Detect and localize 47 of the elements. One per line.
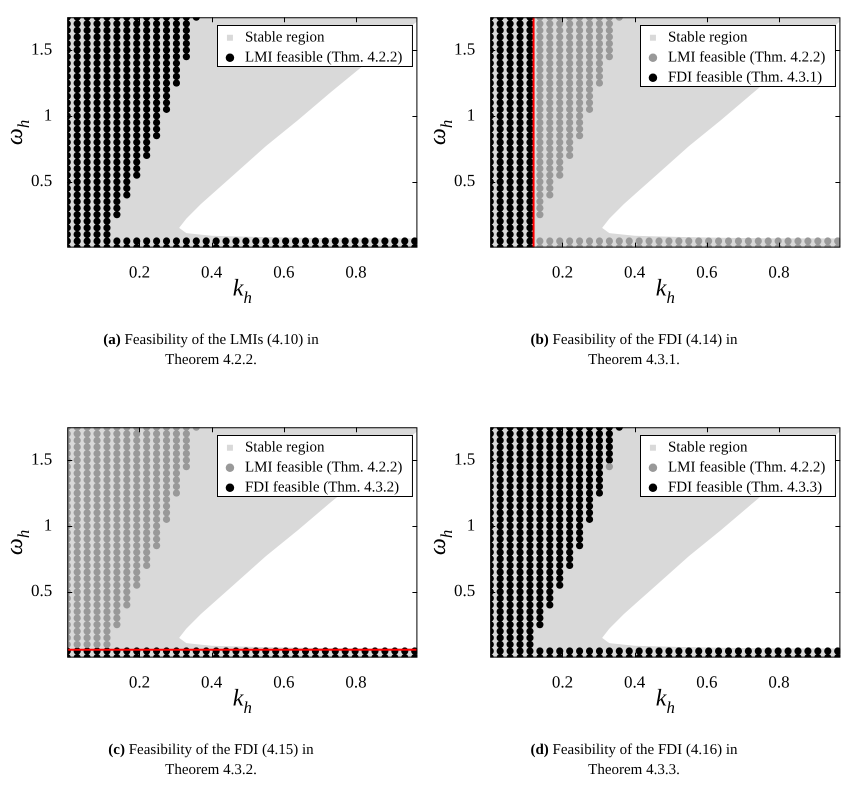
y-tick-label: 1 — [44, 515, 52, 534]
legend-label: FDI feasible (Thm. 4.3.1) — [668, 70, 822, 86]
text: (b) Feasibility of the FDI (4.14) in Theorem 4.3.1. — [530, 332, 738, 368]
x-tick-label: 0.8 — [345, 672, 367, 692]
x-tick-label: 0.8 — [345, 262, 367, 282]
y-axis-title: ωh — [425, 530, 456, 556]
x-tick-label: 0.4 — [201, 262, 223, 282]
x-tick-label: 0.2 — [552, 672, 574, 692]
x-tick-label: 0.2 — [128, 262, 150, 282]
x-tick-label: 0.6 — [273, 672, 294, 692]
x-tick-label: 0.6 — [696, 262, 718, 282]
legend-label: Stable region — [244, 30, 326, 46]
y-tick-label: 1 — [466, 105, 476, 124]
legend-label: FDI feasible (Thm. 4.3.2) — [244, 480, 400, 496]
y-tick-label: 0.5 — [31, 581, 52, 600]
y-tick-label: 0.5 — [31, 171, 52, 190]
x-tick-label: 0.2 — [128, 672, 150, 692]
legend-label: LMI feasible (Thm. 4.2.2) — [244, 50, 402, 66]
legend-label: Stable region — [244, 440, 326, 456]
legend-label: LMI feasible (Thm. 4.2.2) — [244, 460, 402, 476]
y-tick-label: 1.5 — [454, 40, 476, 59]
x-tick-label: 0.2 — [552, 262, 574, 282]
text: (a) Feasibility of the LMIs (4.10) in Theorem 4.2.2. — [103, 332, 319, 368]
x-tick-label: 0.4 — [624, 672, 646, 692]
y-tick-label: 0.5 — [454, 581, 476, 600]
legend-label: FDI feasible (Thm. 4.3.3) — [668, 480, 822, 496]
legend-label: Stable region — [668, 30, 748, 46]
x-tick-label: 0.4 — [624, 262, 646, 282]
y-tick-label: 1.5 — [454, 450, 476, 469]
x-tick-label: 0.8 — [768, 672, 790, 692]
y-tick-label: 0.5 — [454, 171, 476, 190]
text: (d) Feasibility of the FDI (4.16) in Theorem 4.3.3. — [530, 742, 738, 778]
x-tick-label: 0.6 — [273, 262, 294, 282]
x-tick-label: 0.8 — [768, 262, 790, 282]
y-axis-title: ωh — [2, 530, 34, 556]
text: (c) Feasibility of the FDI (4.15) in Theorem 4.3.2. — [108, 742, 314, 778]
y-axis-title: ωh — [2, 120, 34, 146]
x-tick-label: 0.4 — [201, 672, 223, 692]
legend-label: Stable region — [668, 440, 748, 456]
y-tick-label: 1.5 — [31, 40, 52, 59]
y-tick-label: 1.5 — [31, 450, 52, 469]
y-axis-title: ωh — [425, 120, 456, 146]
y-tick-label: 1 — [44, 105, 52, 124]
x-tick-label: 0.6 — [696, 672, 718, 692]
y-tick-label: 1 — [466, 515, 476, 534]
legend-label: LMI feasible (Thm. 4.2.2) — [668, 460, 826, 476]
legend-label: LMI feasible (Thm. 4.2.2) — [668, 50, 826, 66]
